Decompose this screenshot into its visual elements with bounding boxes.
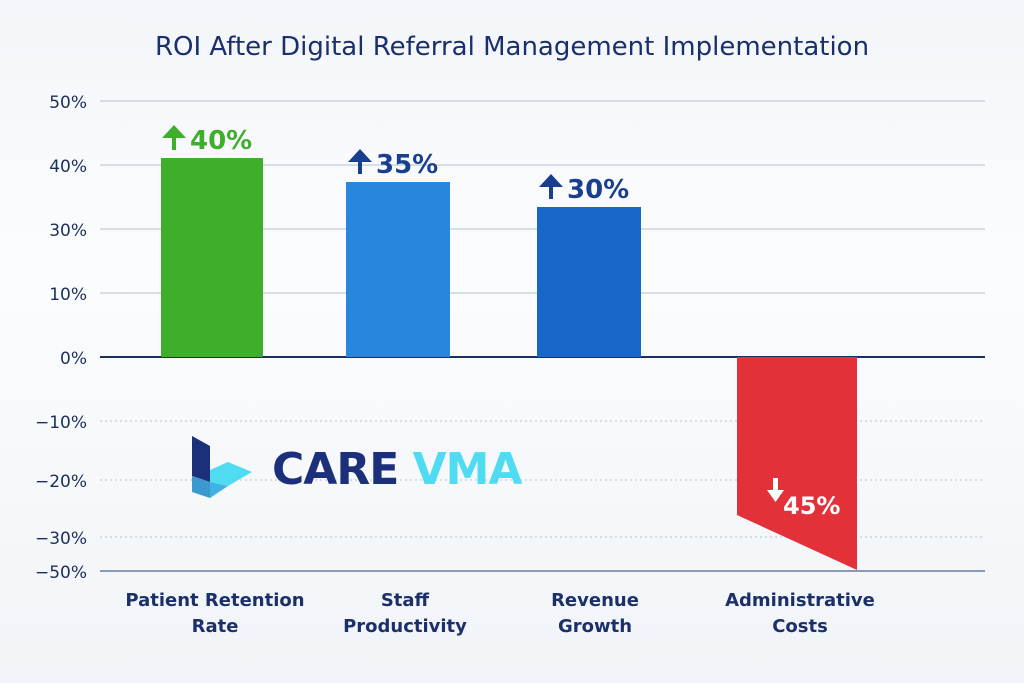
data-label-text: 40% (190, 126, 252, 156)
y-tick-label: 50% (49, 93, 87, 113)
data-label: 45% (767, 478, 840, 520)
x-category-label: Administrative Costs (700, 588, 900, 640)
y-tick-label: 0% (60, 349, 87, 369)
logo-text-vma: VMA (412, 444, 523, 495)
y-tick-label: −30% (35, 529, 87, 549)
bar (537, 207, 641, 357)
data-label: 30% (539, 174, 629, 205)
y-tick-label: −10% (35, 413, 87, 433)
arrow-up-icon (348, 149, 372, 174)
y-tick-label: −50% (35, 563, 87, 583)
x-category-line: Staff (380, 590, 430, 611)
data-label-text: 30% (567, 175, 629, 205)
x-category-label: Staff Productivity (305, 588, 505, 640)
bar (161, 158, 263, 357)
data-label-text: 45% (783, 492, 840, 520)
bar (737, 357, 857, 570)
x-category-line: Administrative (725, 590, 875, 611)
data-label-text: 35% (376, 150, 438, 180)
data-label: 35% (348, 149, 438, 180)
arrow-down-icon (767, 478, 784, 502)
x-category-line: Productivity (343, 616, 467, 637)
chart-title: ROI After Digital Referral Management Im… (154, 32, 870, 62)
bar (346, 182, 450, 357)
x-category-label: Revenue Growth (495, 588, 695, 640)
y-tick-label: 40% (49, 157, 87, 177)
y-tick-label: −20% (35, 472, 87, 492)
x-category-line: Patient Retention (125, 590, 305, 611)
y-tick-label: 10% (49, 285, 87, 305)
x-category-line: Rate (191, 616, 239, 637)
x-category-line: Growth (557, 616, 633, 637)
care-vma-logo: CARE VMA (190, 436, 530, 500)
y-tick-label: 30% (49, 221, 87, 241)
data-label: 40% (162, 125, 252, 156)
arrow-up-icon (539, 174, 563, 199)
logo-mark-icon (192, 436, 252, 498)
x-category-line: Costs (772, 616, 828, 637)
x-category-line: Revenue (551, 590, 639, 611)
logo-text-care: CARE (272, 444, 399, 495)
arrow-up-icon (162, 125, 186, 150)
x-category-label: Patient Retention Rate (115, 588, 315, 640)
